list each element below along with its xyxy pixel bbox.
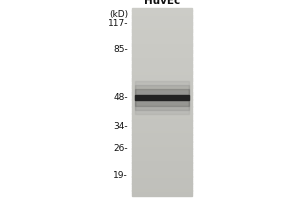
Text: 19-: 19- <box>113 171 128 180</box>
Bar <box>135 89 189 106</box>
Bar <box>132 162 192 165</box>
Bar <box>132 87 192 90</box>
Bar <box>132 94 192 97</box>
Bar <box>132 132 192 135</box>
Text: 117-: 117- <box>107 19 128 28</box>
Bar <box>132 83 192 86</box>
Bar <box>132 139 192 142</box>
Bar <box>132 179 192 181</box>
Bar <box>132 158 192 160</box>
Bar <box>132 118 192 121</box>
Bar <box>132 59 192 62</box>
Bar <box>132 137 192 139</box>
Bar <box>135 85 189 110</box>
Bar <box>132 148 192 151</box>
Text: 26-: 26- <box>113 144 128 153</box>
Bar <box>132 55 192 58</box>
Bar <box>132 183 192 186</box>
Bar <box>132 17 192 20</box>
Bar <box>132 76 192 79</box>
Text: 85-: 85- <box>113 45 128 54</box>
Bar <box>132 31 192 34</box>
Bar <box>132 13 192 16</box>
Bar <box>132 155 192 158</box>
Bar <box>132 80 192 83</box>
Bar <box>132 43 192 46</box>
Bar <box>132 48 192 51</box>
Bar <box>132 10 192 13</box>
Text: (kD): (kD) <box>109 10 128 19</box>
Bar <box>132 123 192 125</box>
Bar <box>132 57 192 60</box>
Bar <box>132 113 192 116</box>
Bar <box>132 116 192 118</box>
Bar <box>132 153 192 156</box>
Bar <box>132 167 192 170</box>
Bar <box>132 134 192 137</box>
Bar <box>132 97 192 100</box>
Bar <box>132 174 192 177</box>
Bar <box>132 66 192 69</box>
Bar <box>132 34 192 37</box>
Bar <box>132 146 192 149</box>
Bar <box>135 81 189 114</box>
Bar <box>132 45 192 48</box>
Bar <box>132 36 192 39</box>
Bar <box>132 22 192 25</box>
Bar <box>132 78 192 81</box>
Bar <box>132 109 192 111</box>
Bar <box>132 172 192 174</box>
Bar <box>132 188 192 191</box>
Bar <box>132 130 192 132</box>
Bar <box>132 165 192 167</box>
Bar <box>132 193 192 196</box>
Bar <box>132 69 192 72</box>
Bar <box>135 95 189 100</box>
Bar <box>132 27 192 30</box>
Bar <box>132 92 192 95</box>
Bar <box>132 125 192 128</box>
Bar <box>132 29 192 32</box>
Bar <box>132 20 192 23</box>
Bar <box>132 90 192 93</box>
Bar <box>132 176 192 179</box>
Bar <box>132 85 192 88</box>
Bar <box>132 73 192 76</box>
Bar <box>132 102 192 104</box>
Bar <box>132 50 192 53</box>
Bar <box>132 104 192 107</box>
Bar <box>132 106 192 109</box>
Bar <box>132 186 192 188</box>
Bar <box>132 64 192 67</box>
Bar <box>132 71 192 74</box>
Bar <box>132 120 192 123</box>
Bar <box>132 41 192 44</box>
Bar <box>132 181 192 184</box>
Bar <box>132 62 192 65</box>
Bar <box>132 52 192 55</box>
Bar <box>132 38 192 41</box>
Text: 34-: 34- <box>113 122 128 131</box>
Bar <box>132 99 192 102</box>
Bar <box>132 127 192 130</box>
Bar <box>132 144 192 146</box>
Bar <box>132 15 192 18</box>
Bar <box>132 8 192 11</box>
Bar <box>132 169 192 172</box>
Bar <box>132 24 192 27</box>
Bar <box>132 160 192 163</box>
Bar <box>132 111 192 114</box>
Text: 48-: 48- <box>113 93 128 102</box>
Bar <box>132 141 192 144</box>
Text: HuvEc: HuvEc <box>144 0 180 6</box>
Bar <box>132 151 192 153</box>
Bar <box>132 190 192 193</box>
